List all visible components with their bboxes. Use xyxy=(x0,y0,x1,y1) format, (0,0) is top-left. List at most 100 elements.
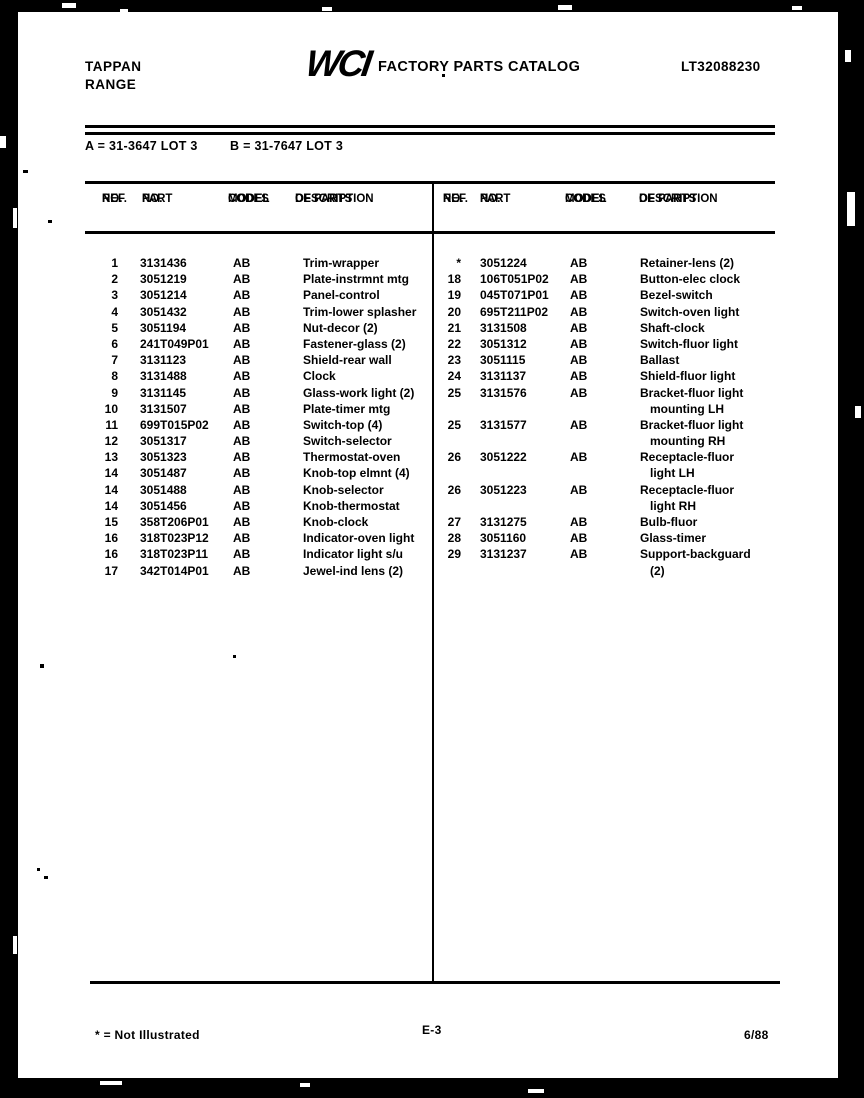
scan-artifact xyxy=(0,136,6,148)
table-row: 8 3131488 AB Clock xyxy=(85,368,433,384)
scan-artifact xyxy=(847,192,855,226)
ref-no-cell xyxy=(433,433,461,449)
scan-artifact xyxy=(855,406,861,418)
table-header-separator xyxy=(85,231,775,234)
table-row: 28 3051160 AB Glass-timer xyxy=(433,530,778,546)
table-row: 5 3051194 AB Nut-decor (2) xyxy=(85,320,433,336)
description-cell: Knob-thermostat xyxy=(303,498,400,513)
model-codes-cell: AB xyxy=(570,353,588,368)
model-codes-cell: AB xyxy=(570,482,588,497)
part-no-cell: 3131576 xyxy=(480,385,527,400)
description-cell: Shield-fluor light xyxy=(640,369,736,384)
model-codes-cell: AB xyxy=(570,288,588,303)
scan-artifact xyxy=(48,220,52,223)
description-cell: Bulb-fluor xyxy=(640,515,698,529)
description-cell: Nut-decor (2) xyxy=(303,320,378,335)
description-cell: Receptacle-fluor xyxy=(640,450,735,465)
brand-name: TAPPAN RANGE xyxy=(85,58,142,94)
part-no-cell: 3131275 xyxy=(480,515,527,529)
model-codes-cell: AB xyxy=(233,385,251,400)
ref-no-cell: 3 xyxy=(111,288,118,303)
description-cell: mounting RH xyxy=(650,434,726,449)
model-codes-cell xyxy=(570,498,640,514)
table-row: * 3051224 AB Retainer-lens (2) xyxy=(433,255,778,271)
table-row: (2) xyxy=(433,563,778,579)
part-no-cell: 3131488 xyxy=(140,369,187,384)
part-no-cell: 358T206P01 xyxy=(140,515,209,529)
part-no-cell xyxy=(461,563,570,579)
part-no-cell: 3051160 xyxy=(480,531,527,546)
table-row: 24 3131137 AB Shield-fluor light xyxy=(433,368,778,384)
model-codes-cell: AB xyxy=(233,434,251,449)
table-row: 25 3131577 AB Bracket-fluor light xyxy=(433,417,778,433)
part-no-cell: 3051312 xyxy=(480,336,527,351)
model-codes-cell: AB xyxy=(233,256,251,270)
ref-no-cell: 2 xyxy=(111,272,118,287)
model-codes-cell: AB xyxy=(233,515,251,529)
table-row: 15 358T206P01 AB Knob-clock xyxy=(85,514,433,530)
parts-table-left-rows: 1 3131436 AB Trim-wrapper 2 3051219 AB P… xyxy=(85,255,433,579)
model-codes-cell: AB xyxy=(570,547,588,562)
model-codes-cell: AB xyxy=(233,466,251,481)
table-row: 16 318T023P12 AB Indicator-oven light xyxy=(85,530,433,546)
table-row: mounting RH xyxy=(433,433,778,449)
description-cell: Switch-fluor light xyxy=(640,336,738,351)
part-no-cell: 3051317 xyxy=(140,434,187,449)
table-row: 12 3051317 AB Switch-selector xyxy=(85,433,433,449)
table-row: 22 3051312 AB Switch-fluor light xyxy=(433,336,778,352)
description-cell: Thermostat-oven xyxy=(303,450,401,465)
part-no-cell: 3131507 xyxy=(140,401,187,416)
ref-no-cell xyxy=(433,465,461,481)
model-codes-cell: AB xyxy=(570,320,588,335)
model-codes-cell: AB xyxy=(233,482,251,497)
parts-table-right-rows: * 3051224 AB Retainer-lens (2) 18 106T05… xyxy=(433,255,778,579)
model-codes-cell: AB xyxy=(233,304,251,319)
model-codes-cell: AB xyxy=(233,417,251,432)
ref-no-cell: * xyxy=(456,256,461,270)
table-top-border xyxy=(85,181,775,184)
description-cell: Clock xyxy=(303,369,336,384)
table-row: 20 695T211P02 AB Switch-oven light xyxy=(433,304,778,320)
model-codes-cell: AB xyxy=(570,369,588,384)
ref-no-cell: 23 xyxy=(447,353,461,368)
ref-no-cell xyxy=(433,563,461,579)
scan-artifact xyxy=(120,9,128,13)
table-row: 2 3051219 AB Plate-instrmnt mtg xyxy=(85,271,433,287)
catalog-sheet: TAPPAN RANGE WCI FACTORY PARTS CATALOG L… xyxy=(18,12,838,1078)
description-cell: light RH xyxy=(650,498,696,513)
description-cell: Knob-top elmnt (4) xyxy=(303,466,410,481)
part-no-cell: 3051323 xyxy=(140,450,187,465)
model-codes-cell: AB xyxy=(233,320,251,335)
model-codes-cell: AB xyxy=(233,353,251,368)
ref-no-cell: 16 xyxy=(104,531,118,546)
part-no-cell xyxy=(461,433,570,449)
table-row: 26 3051222 AB Receptacle-fluor xyxy=(433,449,778,465)
ref-no-cell: 24 xyxy=(447,369,461,384)
part-no-cell: 695T211P02 xyxy=(480,304,549,319)
header-rule-bottom xyxy=(85,132,775,135)
description-cell: Knob-selector xyxy=(303,482,384,497)
description-cell: Plate-instrmnt mtg xyxy=(303,272,410,287)
table-row: 9 3131145 AB Glass-work light (2) xyxy=(85,385,433,401)
ref-no-cell: 1 xyxy=(111,256,118,270)
page-number: E-3 xyxy=(422,1023,442,1037)
description-cell: Glass-timer xyxy=(640,531,707,546)
brand-line1: TAPPAN xyxy=(85,59,142,74)
ref-no-cell: 14 xyxy=(104,466,118,481)
table-row: 14 3051456 AB Knob-thermostat xyxy=(85,498,433,514)
table-row: 27 3131275 AB Bulb-fluor xyxy=(433,514,778,530)
wci-logo: WCI xyxy=(303,43,372,84)
model-codes-cell: AB xyxy=(570,385,588,400)
scan-artifact xyxy=(44,876,48,879)
description-cell: Indicator light s/u xyxy=(303,547,404,562)
description-cell: Retainer-lens (2) xyxy=(640,256,735,270)
table-row: 17 342T014P01 AB Jewel-ind lens (2) xyxy=(85,563,433,579)
part-no-cell: 3051219 xyxy=(140,272,187,287)
part-no-cell: 3051488 xyxy=(140,482,187,497)
scan-artifact xyxy=(442,74,445,77)
catalog-title: FACTORY PARTS CATALOG xyxy=(378,59,581,75)
ref-no-cell: 14 xyxy=(104,498,118,513)
part-no-cell: 3131145 xyxy=(140,385,187,400)
ref-no-cell: 28 xyxy=(447,531,461,546)
